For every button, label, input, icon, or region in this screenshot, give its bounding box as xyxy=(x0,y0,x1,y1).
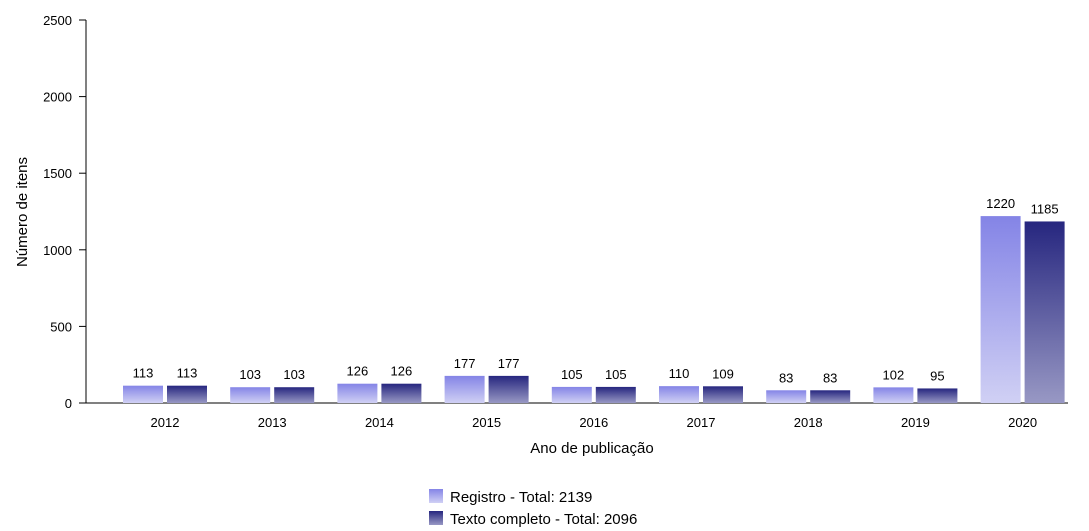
bar-texto-completo-2018 xyxy=(810,390,851,403)
data-label: 105 xyxy=(605,367,627,382)
data-label: 110 xyxy=(669,366,690,381)
bar-texto-completo-2015 xyxy=(488,375,529,403)
bar-registro-2014 xyxy=(337,383,378,403)
bar-texto-completo-2020 xyxy=(1024,221,1065,403)
bar-registro-2015 xyxy=(444,375,485,403)
bar-texto-completo-2013 xyxy=(274,387,315,403)
legend-label: Texto completo - Total: 2096 xyxy=(450,511,637,528)
bar-texto-completo-2019 xyxy=(917,388,958,403)
bar-texto-completo-2017 xyxy=(703,386,743,403)
data-label: 126 xyxy=(391,364,413,379)
data-label: 109 xyxy=(712,366,734,381)
x-axis: 2012 2013 2014 2015 2016 2017 2018 2019 2020 xyxy=(86,402,1068,430)
x-tick-label: 2012 xyxy=(151,415,180,430)
data-label: 1220 xyxy=(986,196,1015,211)
x-tick-label: 2017 xyxy=(687,415,716,430)
x-tick-label: 2020 xyxy=(1008,415,1037,430)
legend-swatch-registro xyxy=(429,489,443,503)
bar-registro-2017 xyxy=(659,386,699,403)
x-tick-label: 2019 xyxy=(901,415,930,430)
data-label: 83 xyxy=(823,370,837,385)
x-tick-label: 2018 xyxy=(794,415,823,430)
bar-texto-completo-2014 xyxy=(381,383,422,403)
y-tick-label: 500 xyxy=(50,319,72,334)
data-label: 103 xyxy=(283,367,305,382)
x-tick-label: 2014 xyxy=(365,415,394,430)
y-axis-title: Número de itens xyxy=(14,157,31,267)
y-tick-label: 1000 xyxy=(43,243,72,258)
bar-registro-2013 xyxy=(230,387,271,403)
bar-registro-2019 xyxy=(873,387,914,403)
x-tick-label: 2013 xyxy=(258,415,287,430)
bars xyxy=(123,216,1065,403)
data-label: 177 xyxy=(454,356,476,371)
data-label: 105 xyxy=(561,367,583,382)
data-label: 103 xyxy=(239,367,261,382)
bar-registro-2012 xyxy=(123,385,163,403)
bar-registro-2016 xyxy=(551,386,592,403)
bar-texto-completo-2012 xyxy=(167,385,207,403)
y-tick-label: 2500 xyxy=(43,13,72,28)
data-label: 95 xyxy=(930,368,944,383)
data-label: 1185 xyxy=(1031,201,1059,216)
legend-swatch-texto-completo xyxy=(429,511,443,525)
data-label: 126 xyxy=(347,364,369,379)
y-axis: 0 500 1000 1500 2000 2500 xyxy=(43,13,87,411)
y-tick-label: 2000 xyxy=(43,90,72,105)
x-axis-title: Ano de publicação xyxy=(530,440,653,457)
bar-texto-completo-2016 xyxy=(595,386,636,403)
data-labels: 113 113 103 103 126 126 177 177 105 105 110 109 83 83… xyxy=(133,196,1059,385)
legend-label: Registro - Total: 2139 xyxy=(450,489,592,506)
bar-registro-2020 xyxy=(980,216,1021,403)
y-tick-label: 0 xyxy=(65,396,72,411)
y-tick-label: 1500 xyxy=(43,166,72,181)
x-tick-label: 2016 xyxy=(579,415,608,430)
x-tick-label: 2015 xyxy=(472,415,501,430)
bar-registro-2018 xyxy=(766,390,807,403)
data-label: 102 xyxy=(883,367,905,382)
data-label: 113 xyxy=(133,366,154,381)
data-label: 177 xyxy=(498,356,520,371)
legend: Registro - Total: 2139 Texto completo - T… xyxy=(429,489,637,528)
data-label: 113 xyxy=(177,366,198,381)
data-label: 83 xyxy=(779,370,793,385)
